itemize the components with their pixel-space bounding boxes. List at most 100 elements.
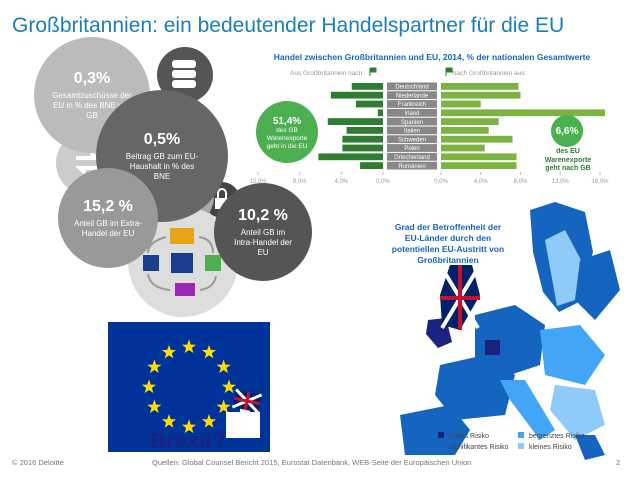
bubble-text: Anteil GB im Extra-Handel der EU: [74, 218, 143, 238]
bar-right: [441, 118, 499, 125]
legend-item: kleines Risiko: [518, 443, 572, 451]
legend-item: signifikantes Risiko: [438, 443, 509, 451]
bubble-text: Beitrag GB zum EU-Haushalt in % des BNE: [125, 151, 199, 181]
category-box: [387, 91, 437, 100]
star: [181, 419, 197, 434]
category-box: [387, 82, 437, 91]
category-box: [387, 108, 437, 117]
x-tick-label: 12,0%: [249, 179, 267, 185]
bubble-value: 0,3%: [73, 69, 111, 87]
category-box: [387, 161, 437, 170]
bar-right: [441, 135, 513, 143]
bar-left: [360, 162, 383, 169]
x-tick-label: 8,0%: [293, 179, 307, 185]
flag-icon: [445, 67, 453, 76]
bubble-value: 0,5%: [143, 130, 181, 148]
callout-value: 51,4%: [273, 116, 301, 127]
x2-tick-label: 8,0%: [514, 179, 528, 185]
bubble-text: Anteil GB im Intra-Handel der EU: [234, 227, 292, 257]
category-label: Irland: [404, 111, 419, 117]
legend-swatch: [438, 432, 444, 438]
star: [201, 344, 217, 359]
legend-right: Nach Großbritannien aus:: [452, 70, 527, 77]
category-box: [387, 100, 437, 108]
bar-right: [441, 83, 519, 90]
category-label: Frankreich: [398, 102, 426, 108]
legend-label: kleines Risiko: [529, 444, 572, 451]
map-caption: Grad der Betroffenheit der EU-Länder dur…: [391, 222, 505, 265]
legend-item: hohes Risiko: [438, 432, 489, 440]
callout-text: des GB Warenexporte geht in die EU: [266, 127, 308, 150]
bar-left: [351, 83, 383, 90]
legend-left: Aus Großbritannien nach:: [290, 70, 364, 77]
category-label: Italien: [404, 129, 420, 135]
category-box: [387, 144, 437, 152]
category-box: [387, 117, 437, 126]
bubble: 15,2 % Anteil GB im Extra-Handel der EU: [58, 168, 158, 268]
category-label: Griechenland: [394, 155, 430, 161]
bar-right: [441, 162, 517, 169]
bar-left: [377, 109, 383, 117]
legend-swatch: [518, 432, 524, 438]
bar-right: [441, 127, 489, 134]
bar-right: [441, 100, 481, 108]
star: [221, 379, 237, 394]
brexit-label: Brexit?: [150, 428, 226, 453]
legend-label: begrenztes Risiko: [529, 433, 585, 440]
page-number: 2: [616, 458, 621, 467]
bubble-value: 15,2 %: [83, 197, 133, 215]
category-box: [387, 135, 437, 144]
legend-swatch: [518, 443, 524, 449]
callout-value: 6,6%: [556, 126, 579, 137]
legend-swatch: [438, 443, 444, 449]
bar-right: [441, 153, 517, 161]
bar-left: [355, 100, 383, 108]
title: Großbritannien: ein bedeutender Handelsp…: [12, 14, 565, 37]
x2-tick-label: 12,0%: [552, 179, 570, 185]
category-label: Spanien: [401, 120, 423, 126]
star: [161, 414, 177, 428]
x2-tick-label: 0,0%: [434, 179, 448, 185]
callout-circle: [256, 101, 318, 163]
bar-left: [342, 135, 383, 143]
category-label: Deutschland: [395, 85, 428, 91]
flag-icon: [369, 67, 377, 76]
star: [201, 414, 217, 428]
category-box: [387, 126, 437, 135]
category-label: Niederlande: [396, 93, 429, 99]
star: [216, 359, 231, 374]
category-label: Rumänien: [398, 164, 425, 170]
category-label: Schweden: [398, 137, 426, 143]
legend-label: signifikantes Risiko: [449, 444, 509, 451]
chart-title: Handel zwischen Großbritannien und EU, 2…: [274, 52, 591, 62]
bar-right: [441, 144, 485, 152]
callout-text-box: des EU Warenexporte geht nach GB: [544, 148, 592, 172]
sources: Quellen: Global Counsel Bericht 2015, Eu…: [152, 458, 472, 467]
category-box: [387, 152, 437, 161]
star: [147, 359, 162, 374]
copyright: © 2016 Deloitte: [12, 458, 64, 467]
category-label: Polen: [404, 146, 419, 152]
star: [216, 399, 231, 414]
bar-right: [441, 109, 605, 117]
bar-left: [330, 91, 383, 99]
bubble-value: 10,2 %: [238, 206, 288, 224]
bar-left: [327, 118, 383, 125]
bar-left: [318, 153, 383, 161]
star: [141, 379, 157, 394]
callout-circle: [551, 115, 583, 147]
legend-item: begrenztes Risiko: [518, 432, 585, 440]
bubble-text: Gesamtzuschüsse der EU in % des BNE von …: [52, 90, 132, 120]
bar-right: [441, 91, 521, 99]
x2-tick-label: 4,0%: [474, 179, 488, 185]
bar-left: [346, 127, 383, 134]
legend-label: hohes Risiko: [449, 433, 490, 440]
bubble: 10,2 % Anteil GB im Intra-Handel der EU: [214, 183, 312, 281]
bar-left: [342, 144, 383, 152]
star: [181, 339, 197, 354]
callout-text-box: des GB Warenexporte geht in die EU: [266, 127, 308, 150]
callout-text: des EU Warenexporte geht nach GB: [544, 148, 592, 172]
